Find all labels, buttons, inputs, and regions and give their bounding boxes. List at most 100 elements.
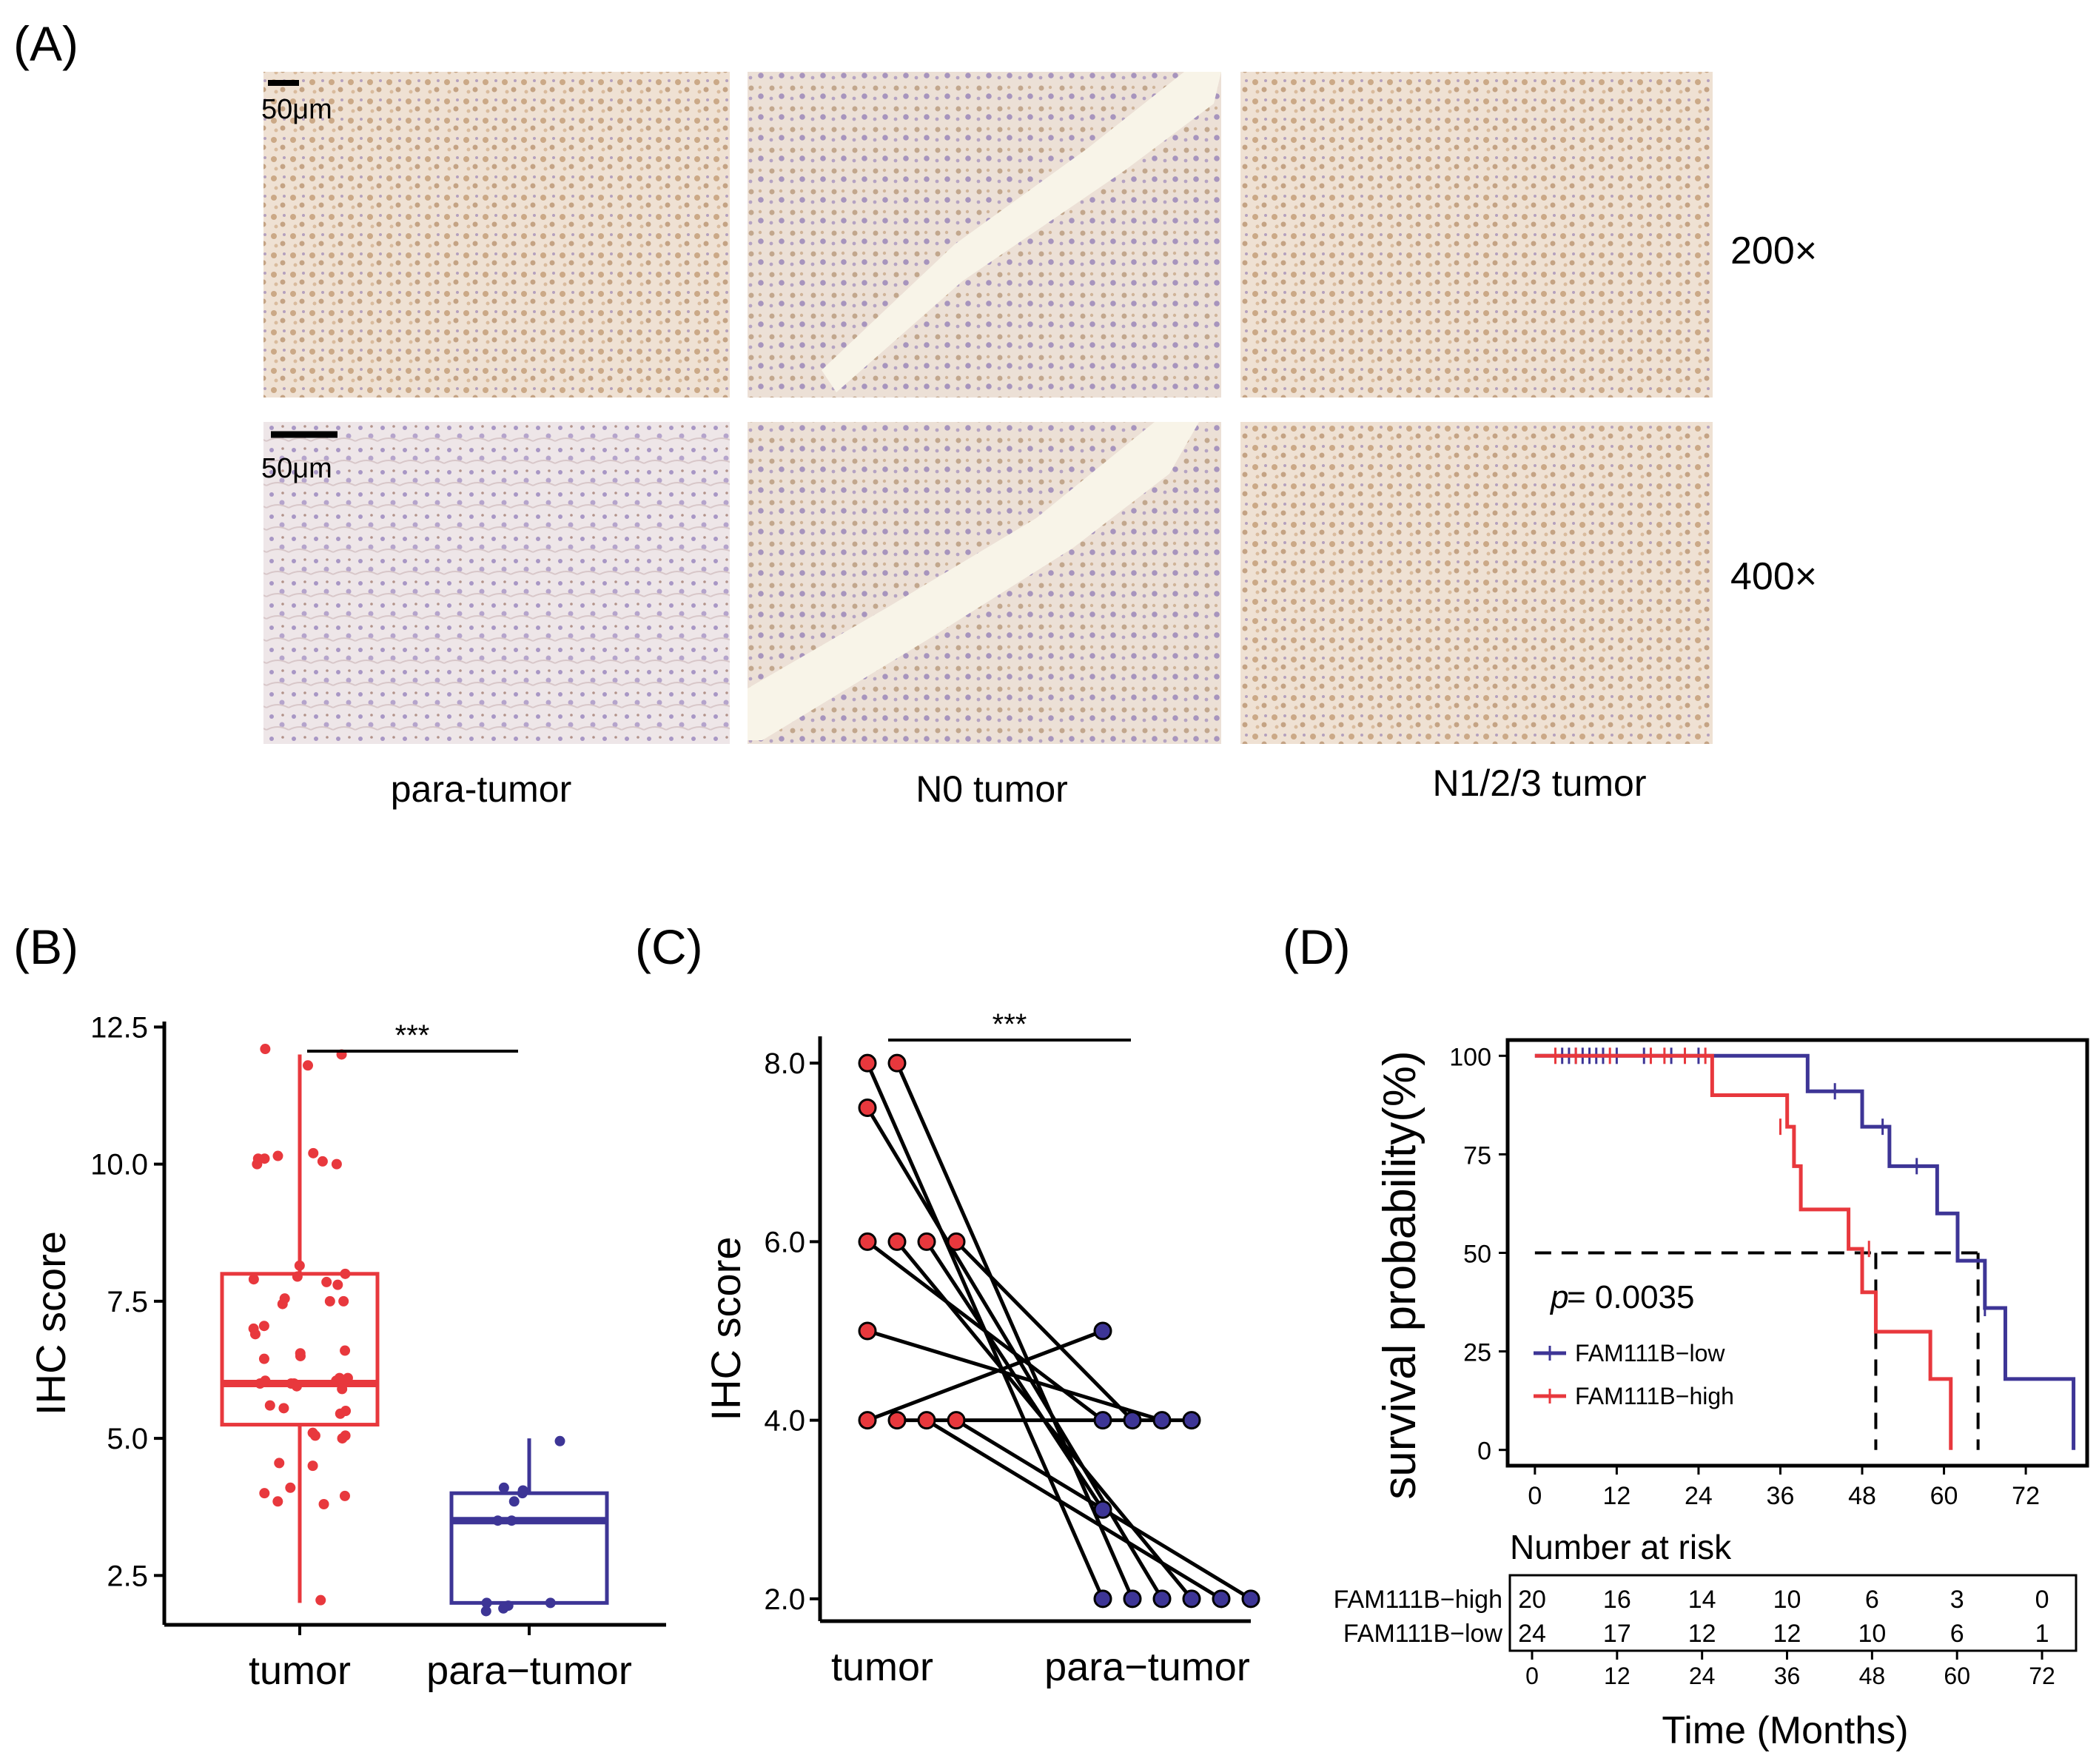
y-axis-label: IHC score: [27, 1231, 74, 1415]
risk-x-tick-label: 36: [1774, 1663, 1801, 1689]
data-point: [324, 1295, 335, 1307]
risk-count: 6: [1950, 1620, 1964, 1648]
magnification-200x: 200×: [1730, 229, 1817, 272]
y-tick-label: 6.0: [764, 1226, 805, 1258]
para-tumor-point: [1182, 1411, 1201, 1430]
data-point: [274, 1458, 285, 1469]
data-point: [339, 1490, 350, 1501]
tumor-point: [947, 1411, 966, 1430]
survival-curve: [1534, 1053, 2076, 1450]
tumor-point: [858, 1321, 877, 1341]
data-point: [337, 1384, 348, 1395]
risk-table-frame: [1508, 1574, 2078, 1652]
risk-count: 12: [1688, 1620, 1716, 1648]
micrograph-para-tumor-400x: [263, 422, 730, 744]
x-tick-label: tumor: [249, 1649, 351, 1693]
box: [449, 1491, 609, 1605]
x-tick-label: tumor: [831, 1645, 933, 1689]
data-point: [321, 1276, 332, 1287]
x-tick-label: 0: [1528, 1482, 1542, 1510]
legend-label: FAM111B−high: [1575, 1383, 1734, 1409]
tumor-point: [947, 1232, 966, 1251]
para-tumor-point: [1182, 1589, 1201, 1609]
p-value-prefix: p: [1549, 1279, 1568, 1315]
tumor-point: [887, 1411, 907, 1430]
chart-c-paired: 2.0 4.0 6.0 8.0 tumor para−tumor IHC score ***: [702, 1008, 1260, 1689]
lumen-200x: [822, 72, 1221, 392]
y-tick-label: 75: [1463, 1141, 1491, 1170]
tumor-point: [917, 1232, 936, 1251]
x-tick-label: 60: [1930, 1482, 1958, 1510]
data-point: [285, 1482, 296, 1493]
panel-a-label: (A): [13, 16, 78, 71]
data-point: [258, 1353, 269, 1364]
x-tick-label: para−tumor: [426, 1649, 632, 1693]
data-point: [259, 1488, 270, 1499]
y-tick-label: 2.5: [107, 1560, 148, 1592]
tumor-point: [887, 1232, 907, 1251]
risk-count: 12: [1773, 1620, 1801, 1648]
data-point: [249, 1329, 261, 1340]
data-point: [272, 1496, 283, 1507]
para-tumor-point: [1241, 1589, 1260, 1609]
y-tick-label: 0: [1477, 1438, 1491, 1466]
risk-x-tick-label: 24: [1689, 1663, 1716, 1689]
data-point: [506, 1515, 517, 1526]
risk-count: 10: [1858, 1620, 1886, 1648]
risk-row-label: FAM111B−high: [1334, 1586, 1502, 1614]
risk-x-tick-label: 60: [1944, 1663, 1970, 1689]
para-tumor-point: [1093, 1321, 1112, 1341]
data-point: [508, 1496, 520, 1507]
scale-bar-label-200x: 50μm: [261, 94, 332, 125]
y-tick-label: 100: [1449, 1043, 1491, 1071]
micrograph-para-tumor-200x: [263, 72, 730, 398]
data-point: [318, 1499, 329, 1509]
risk-count: 16: [1603, 1586, 1631, 1614]
data-point: [340, 1345, 351, 1356]
risk-table-title: Number at risk: [1510, 1528, 1732, 1566]
data-point: [308, 1147, 319, 1158]
para-tumor-point: [1093, 1500, 1112, 1519]
data-point: [480, 1606, 491, 1617]
para-tumor-point: [1123, 1589, 1142, 1609]
column-label-para-tumor: para-tumor: [391, 768, 572, 810]
data-point: [335, 1408, 346, 1419]
data-point: [481, 1597, 492, 1609]
data-point: [517, 1485, 528, 1496]
para-tumor-point: [1212, 1589, 1231, 1609]
y-tick-label: 25: [1463, 1339, 1491, 1367]
risk-count: 20: [1518, 1586, 1546, 1614]
y-tick-label: 5.0: [107, 1423, 148, 1455]
y-tick-label: 10.0: [90, 1149, 148, 1181]
data-point: [492, 1515, 503, 1526]
risk-x-tick-label: 72: [2029, 1663, 2055, 1689]
data-point: [278, 1403, 289, 1414]
risk-count: 24: [1518, 1620, 1546, 1648]
x-tick-label: 24: [1685, 1482, 1713, 1510]
data-point: [554, 1435, 565, 1446]
data-point: [292, 1271, 303, 1282]
data-point: [303, 1060, 314, 1071]
p-value: = 0.0035: [1567, 1279, 1695, 1315]
data-point: [272, 1150, 283, 1161]
data-point: [258, 1321, 269, 1332]
data-point: [498, 1482, 509, 1493]
survival-curve: [1534, 1053, 1953, 1450]
y-tick-label: 4.0: [764, 1405, 805, 1438]
para-tumor-point: [1152, 1411, 1172, 1430]
tumor-point: [858, 1053, 877, 1073]
data-point: [337, 1433, 348, 1444]
risk-x-tick-label: 12: [1604, 1663, 1630, 1689]
data-point: [331, 1158, 342, 1170]
data-point: [279, 1293, 290, 1304]
risk-count: 0: [2035, 1586, 2049, 1614]
y-tick-label: 12.5: [90, 1011, 148, 1044]
x-tick-label: para−tumor: [1044, 1645, 1250, 1689]
y-axis-label: survival probability(%): [1374, 1050, 1425, 1499]
para-tumor-point: [1152, 1589, 1172, 1609]
micrograph-n123-tumor-200x: [1240, 72, 1713, 398]
data-point: [332, 1279, 343, 1290]
risk-count: 6: [1865, 1586, 1879, 1614]
risk-count: 14: [1688, 1586, 1716, 1614]
